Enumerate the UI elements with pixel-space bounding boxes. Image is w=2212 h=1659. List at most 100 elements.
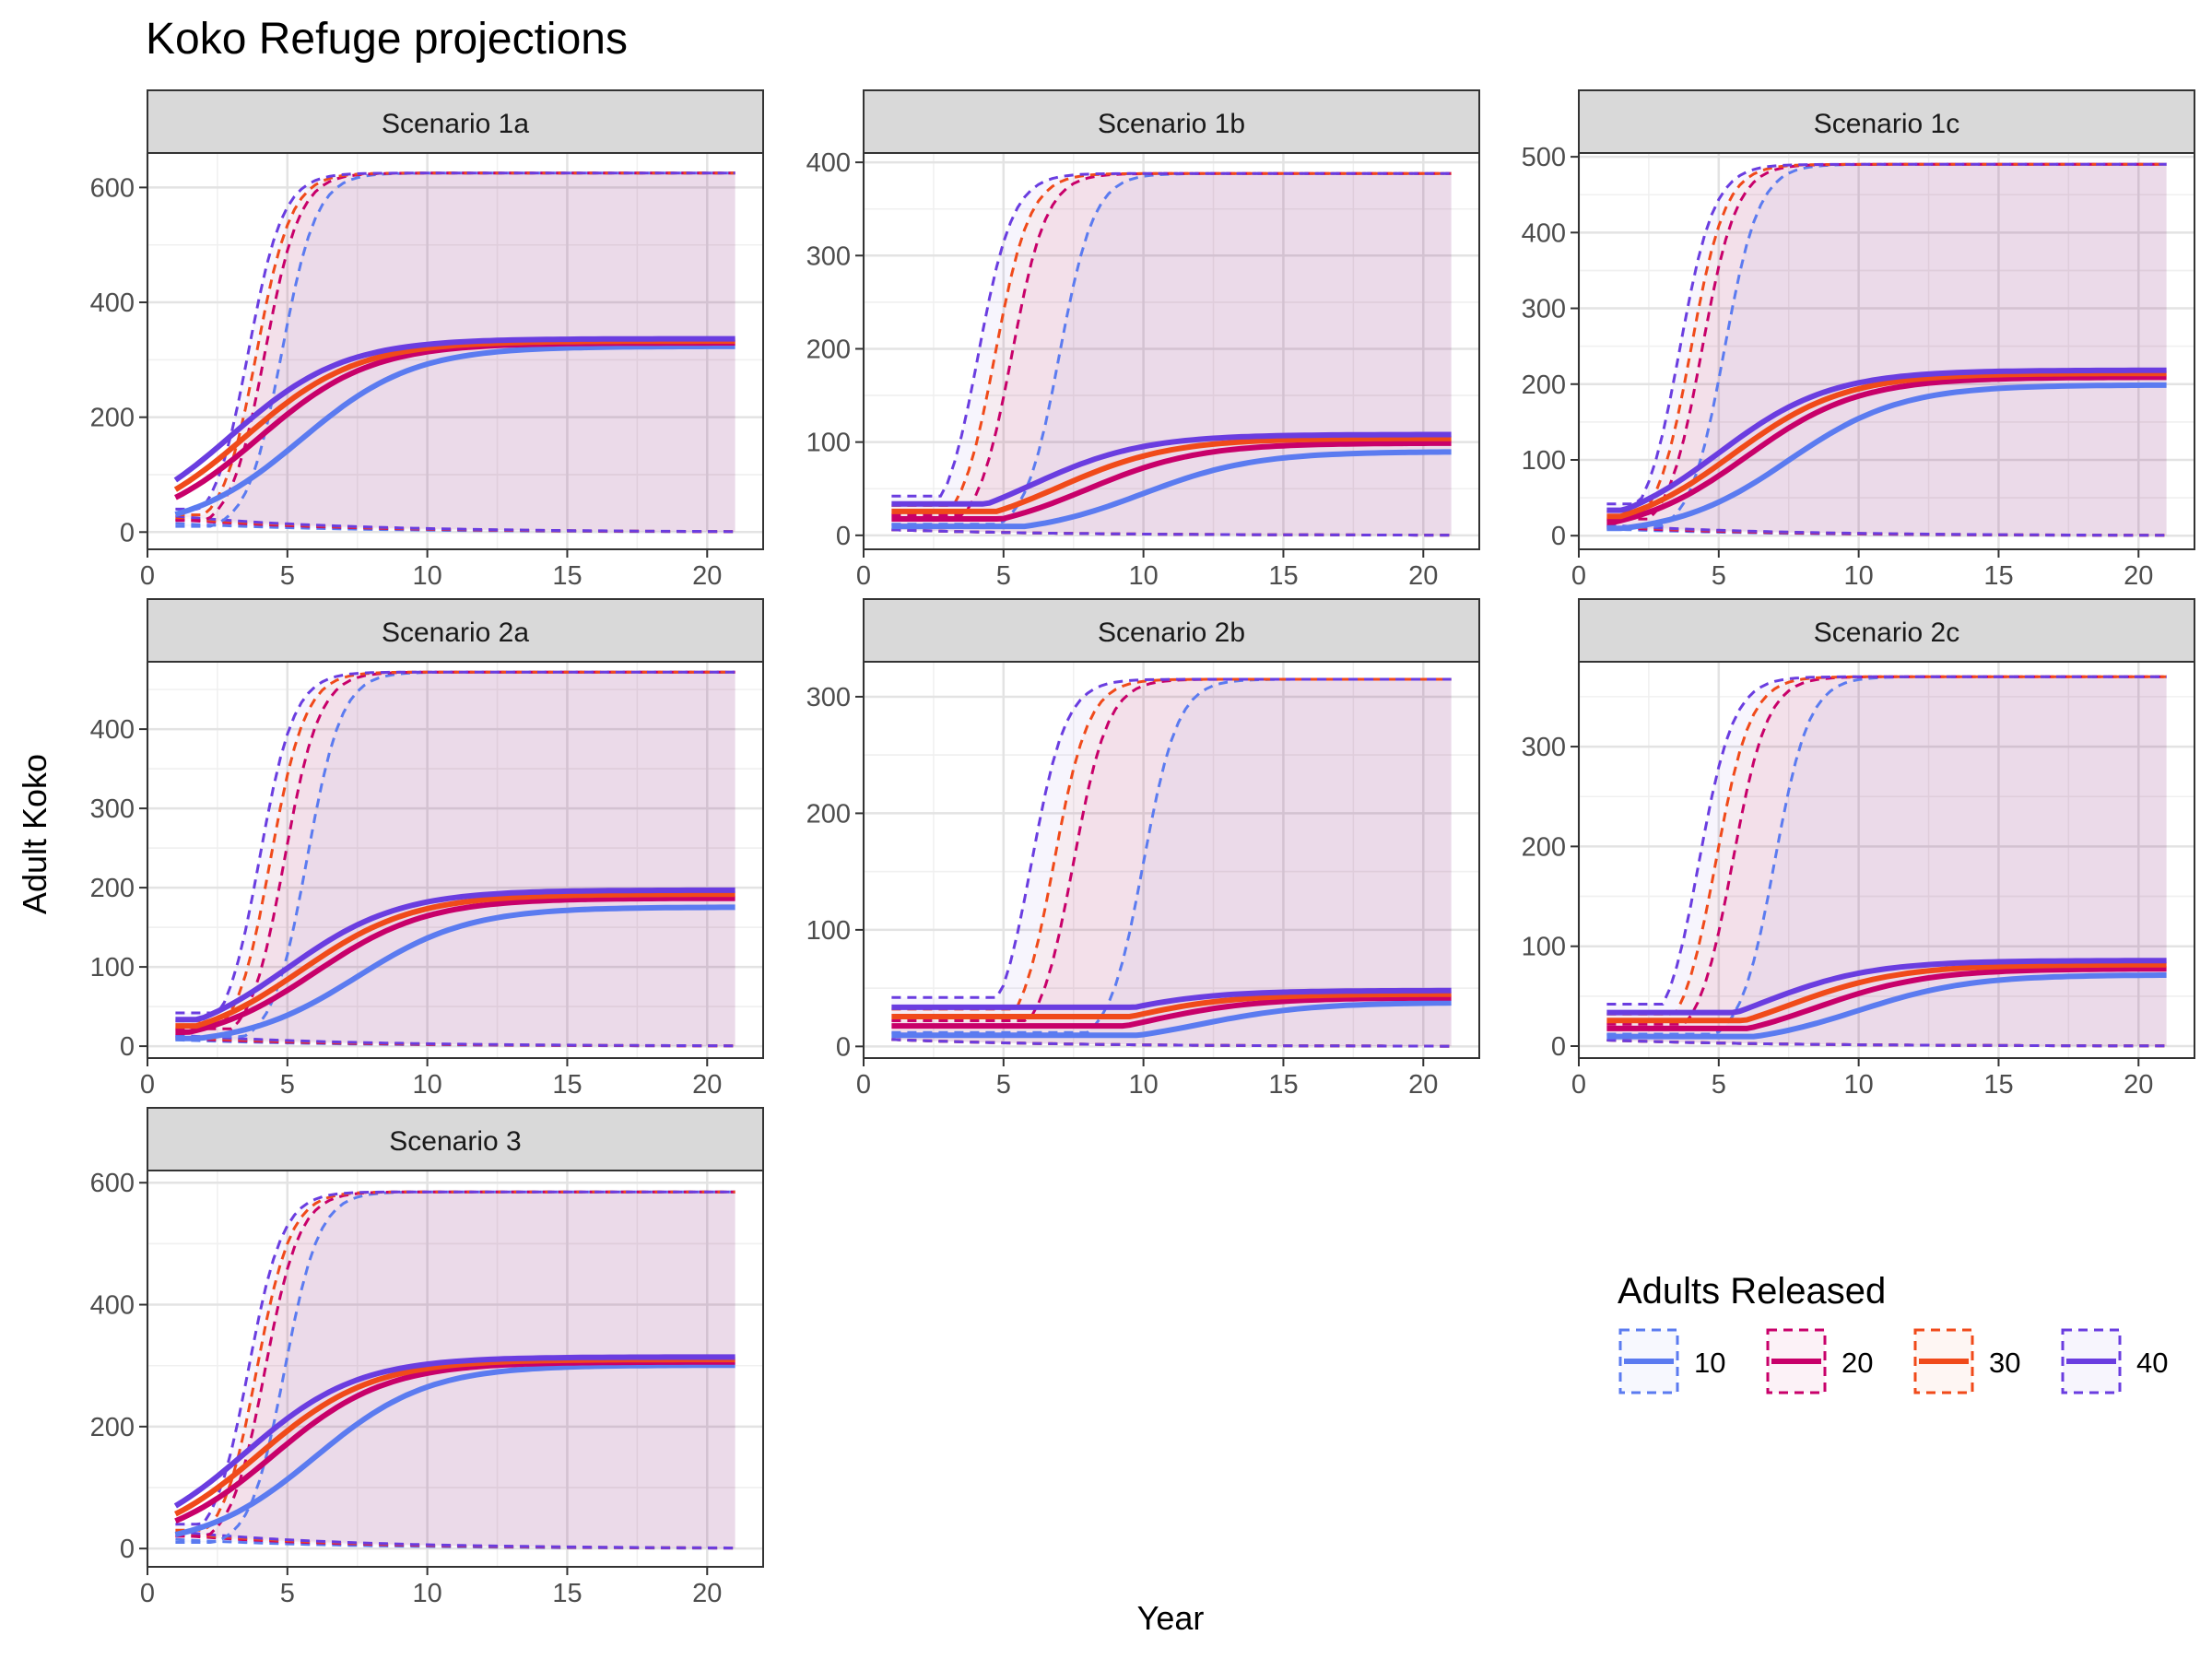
series-median-line xyxy=(1606,972,2167,1040)
x-tick-label: 20 xyxy=(1408,561,1438,591)
y-tick-label: 300 xyxy=(1522,733,1566,762)
y-tick-label: 100 xyxy=(1522,446,1566,476)
y-tick-label: 0 xyxy=(1551,522,1566,551)
x-tick-label: 5 xyxy=(1712,561,1726,591)
series-ribbon xyxy=(175,172,735,532)
y-tick-label: 300 xyxy=(1522,295,1566,324)
legend-label: 10 xyxy=(1694,1347,1725,1379)
series-median-line xyxy=(891,431,1452,507)
series-median-line xyxy=(174,1362,735,1538)
x-tick-label: 20 xyxy=(2124,561,2153,591)
facet-label: Scenario 2b xyxy=(1098,618,1245,648)
facet-panel: Scenario 2c 0 100 200 300 0 5 10 15 20 xyxy=(1522,598,2195,1100)
series-median-line xyxy=(1606,371,2167,520)
facet-strip xyxy=(863,89,1480,154)
x-tick-label: 20 xyxy=(692,1579,722,1608)
facet-panel: Scenario 2b 0 100 200 300 0 5 10 15 20 xyxy=(806,598,1480,1100)
series-median-line xyxy=(174,343,735,517)
y-tick-label: 0 xyxy=(836,1032,851,1062)
y-tick-label: 300 xyxy=(90,794,135,824)
panel-border xyxy=(1578,661,2195,1059)
y-tick-label: 100 xyxy=(1522,933,1566,962)
x-tick-label: 10 xyxy=(413,561,442,591)
series-upper-bound xyxy=(891,171,1452,507)
legend-item: 10 xyxy=(1618,1328,1725,1394)
series-ribbon xyxy=(891,678,1452,1047)
series-ribbon xyxy=(1606,677,2167,1046)
facet-label: Scenario 1a xyxy=(382,109,529,139)
series-upper-bound xyxy=(1606,162,2167,513)
series-median-line xyxy=(891,991,1452,1019)
series-ribbon xyxy=(891,678,1452,1047)
facet-strip xyxy=(147,1107,764,1171)
x-tick-label: 5 xyxy=(996,1070,1011,1100)
y-tick-label: 200 xyxy=(1522,832,1566,862)
x-tick-label: 20 xyxy=(1408,1070,1438,1100)
x-tick-label: 15 xyxy=(552,1070,582,1100)
x-tick-label: 10 xyxy=(413,1579,442,1608)
legend-item: 20 xyxy=(1766,1328,1873,1394)
y-tick-label: 600 xyxy=(90,1169,135,1198)
x-tick-label: 5 xyxy=(280,1579,295,1608)
x-tick-label: 15 xyxy=(552,1579,582,1608)
series-median-line xyxy=(1606,374,2167,525)
x-tick-label: 5 xyxy=(1712,1070,1726,1100)
x-tick-label: 5 xyxy=(280,1070,295,1100)
legend: Adults Released 10 20 30 40 xyxy=(1618,1271,2168,1394)
series-median-line xyxy=(1606,961,2167,1024)
x-tick-label: 15 xyxy=(552,561,582,591)
y-tick-label: 0 xyxy=(1551,1032,1566,1062)
x-tick-label: 10 xyxy=(1129,561,1159,591)
series-upper-bound xyxy=(175,1190,735,1526)
x-tick-label: 10 xyxy=(1844,1070,1874,1100)
facet-label: Scenario 3 xyxy=(389,1126,521,1157)
y-tick-label: 0 xyxy=(120,1032,135,1062)
facet-strip xyxy=(1578,89,2195,154)
series-median-line xyxy=(891,440,1452,522)
x-tick-label: 5 xyxy=(996,561,1011,591)
series-median-line xyxy=(1606,382,2167,532)
legend-label: 30 xyxy=(1989,1347,2020,1379)
x-tick-label: 0 xyxy=(856,1070,871,1100)
x-tick-label: 10 xyxy=(413,1070,442,1100)
y-tick-label: 400 xyxy=(90,715,135,745)
x-tick-label: 5 xyxy=(280,561,295,591)
series-upper-bound xyxy=(175,670,735,1015)
legend-item: 40 xyxy=(2061,1328,2168,1394)
series-median-line xyxy=(173,1354,735,1509)
series-upper-bound xyxy=(175,670,735,1023)
panel-border xyxy=(147,1170,764,1568)
series-upper-bound xyxy=(175,171,735,511)
y-tick-label: 0 xyxy=(120,518,135,547)
series-ribbon xyxy=(1606,677,2167,1046)
y-tick-label: 200 xyxy=(90,404,135,433)
facet-label: Scenario 1c xyxy=(1814,109,1959,139)
series-median-line xyxy=(1606,958,2167,1016)
y-tick-label: 0 xyxy=(836,522,851,551)
y-tick-label: 200 xyxy=(90,1413,135,1442)
x-tick-label: 0 xyxy=(1571,1070,1586,1100)
panel-border xyxy=(863,152,1480,550)
series-ribbon xyxy=(891,678,1452,1047)
y-tick-label: 300 xyxy=(806,241,851,271)
y-tick-label: 400 xyxy=(90,1291,135,1321)
series-upper-bound xyxy=(1606,675,2167,1006)
facet-label: Scenario 2a xyxy=(382,618,529,648)
facet-panel: Scenario 1a 0 200 400 600 0 5 10 15 20 xyxy=(90,89,764,591)
x-tick-label: 15 xyxy=(1983,1070,2013,1100)
facet-strip xyxy=(147,89,764,154)
series-median-line xyxy=(1606,966,2167,1031)
series-median-line xyxy=(891,987,1452,1010)
series-median-line xyxy=(1606,367,2167,513)
x-tick-label: 15 xyxy=(1983,561,2013,591)
series-upper-bound xyxy=(891,677,1452,1034)
series-upper-bound xyxy=(891,677,1452,1011)
legend-label: 40 xyxy=(2136,1347,2168,1379)
facet-panel: Scenario 1c 0 100 200 300 400 500 0 5 10 15 20 xyxy=(1522,89,2195,591)
panel-border xyxy=(863,661,1480,1059)
x-tick-label: 15 xyxy=(1268,561,1298,591)
facet-strip xyxy=(863,598,1480,663)
series-ribbon xyxy=(891,678,1452,1047)
series-median-line xyxy=(891,1000,1452,1039)
